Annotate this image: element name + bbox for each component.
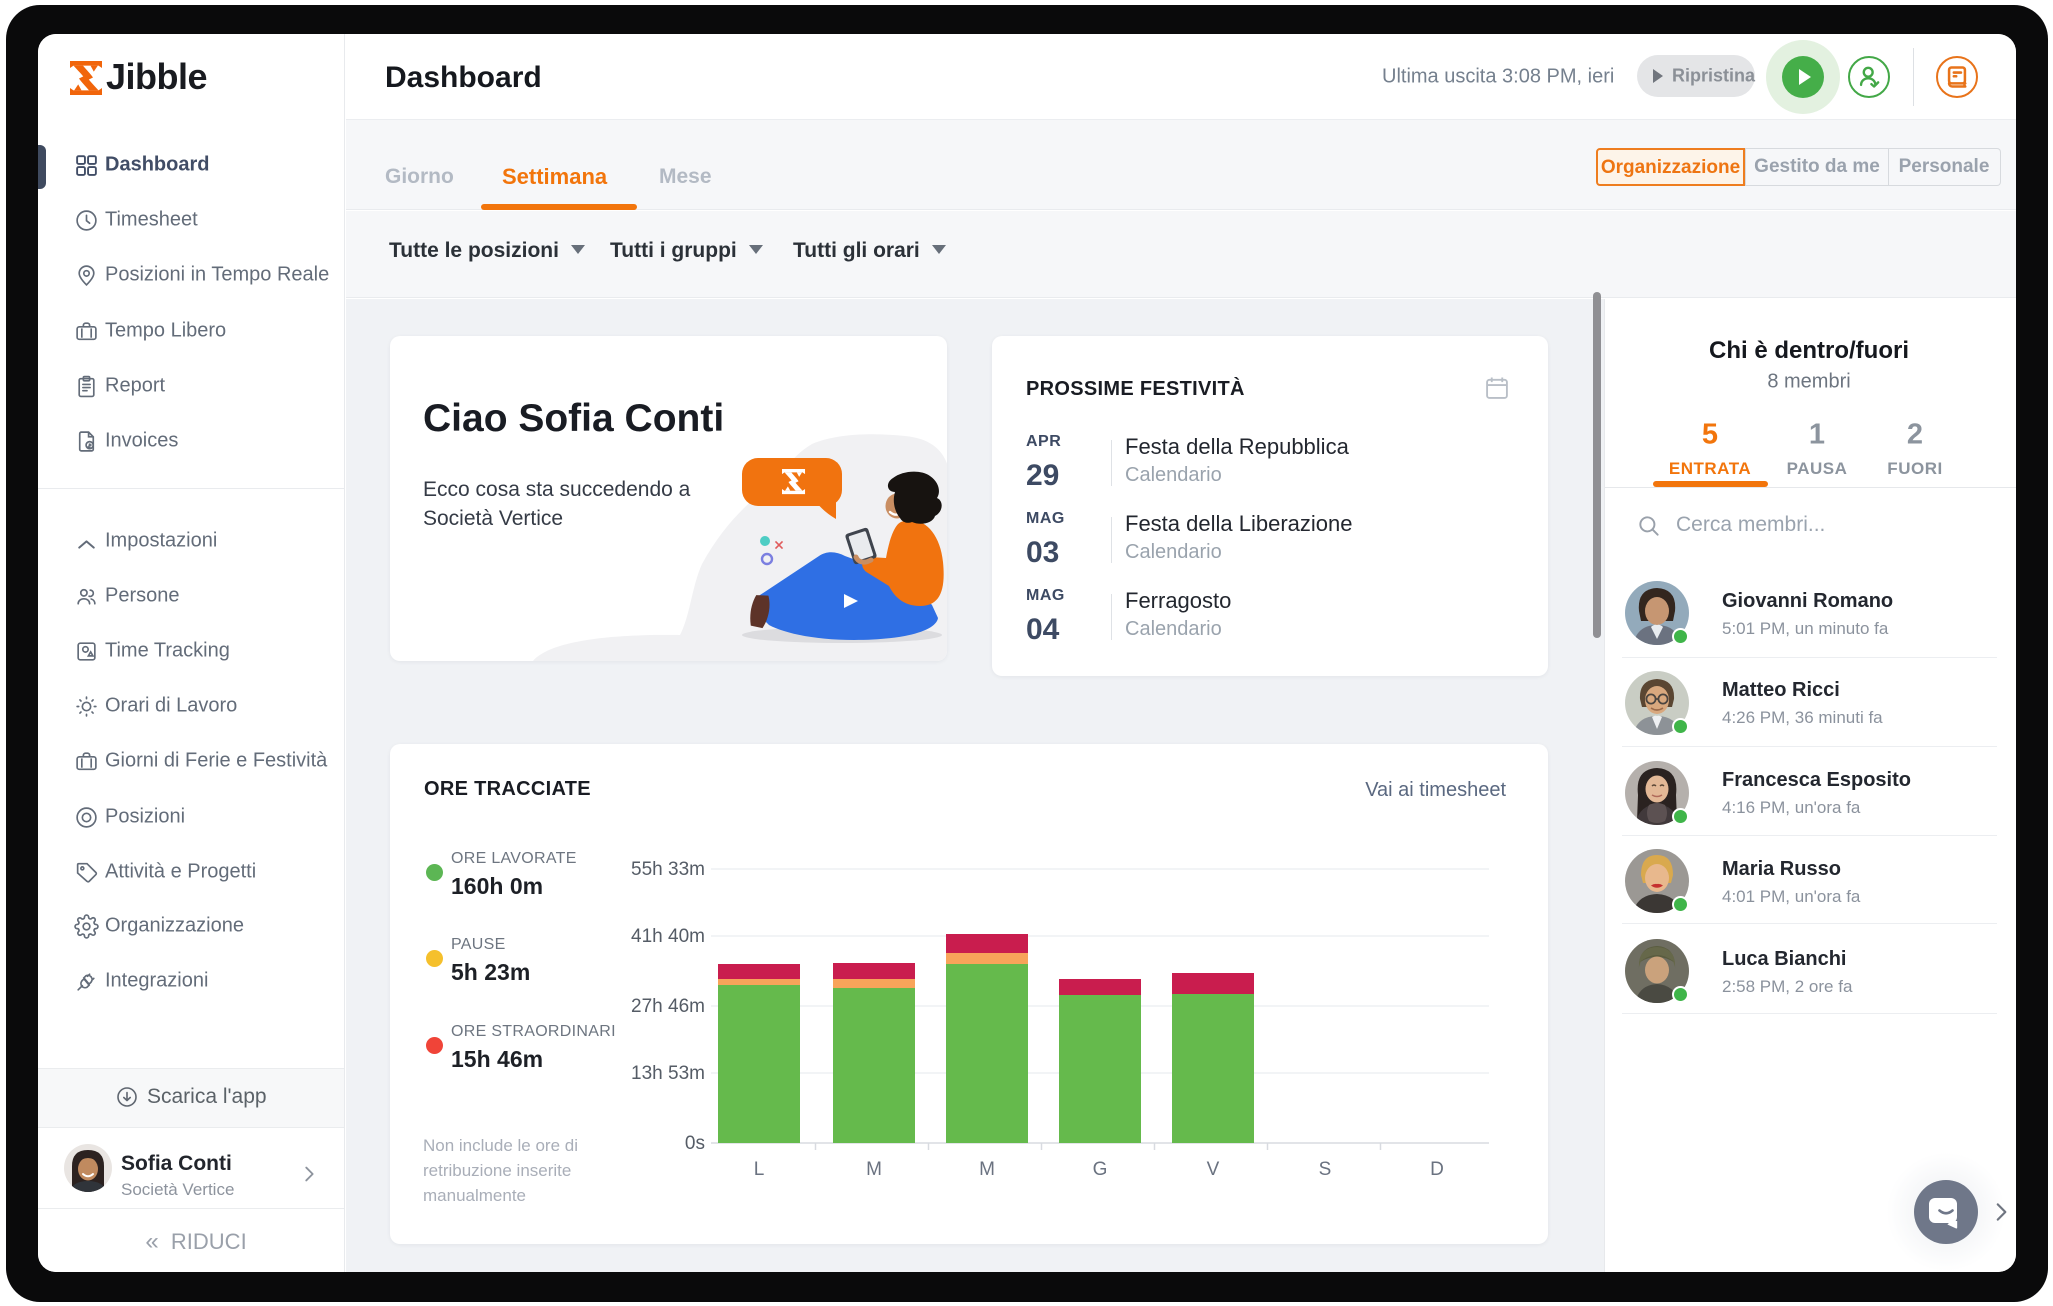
svg-text:27h 46m: 27h 46m bbox=[631, 996, 705, 1017]
svg-text:L: L bbox=[754, 1159, 765, 1180]
svg-text:M: M bbox=[866, 1159, 882, 1180]
svg-text:S: S bbox=[1319, 1159, 1332, 1180]
svg-text:55h 33m: 55h 33m bbox=[631, 859, 705, 880]
svg-text:0s: 0s bbox=[685, 1133, 705, 1154]
svg-text:13h 53m: 13h 53m bbox=[631, 1063, 705, 1084]
svg-text:G: G bbox=[1093, 1159, 1108, 1180]
svg-text:M: M bbox=[979, 1159, 995, 1180]
svg-text:V: V bbox=[1207, 1159, 1220, 1180]
svg-text:41h 40m: 41h 40m bbox=[631, 926, 705, 947]
svg-text:D: D bbox=[1430, 1159, 1444, 1180]
